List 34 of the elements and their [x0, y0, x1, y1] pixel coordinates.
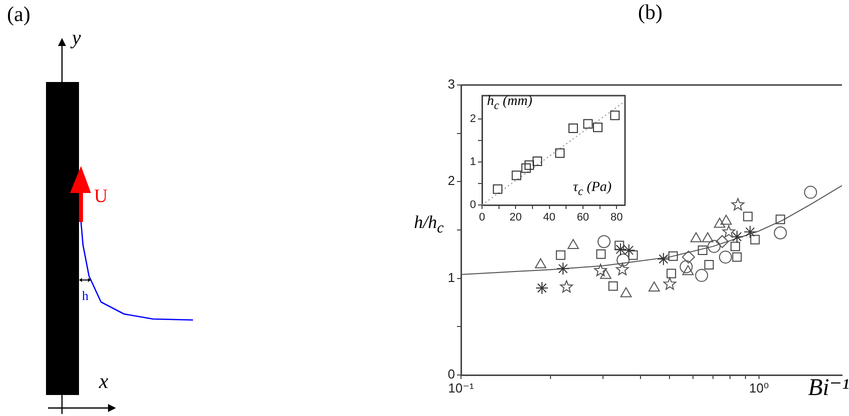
x-tick-label: 10⁻¹ — [448, 380, 474, 396]
y-tick-label: 2 — [470, 113, 476, 126]
y-axis-title: h$_{c}$ (mm) — [487, 94, 532, 112]
point — [568, 123, 578, 133]
y-tick-label: 3 — [448, 76, 455, 92]
y-tick-label: 2 — [448, 173, 455, 188]
chart-title: (b) — [638, 0, 662, 25]
y-tick-label: 0 — [448, 366, 455, 382]
x-tick-label: 20 — [510, 212, 522, 224]
text: U — [94, 186, 108, 208]
point — [512, 170, 522, 180]
x-tick-label: 60 — [576, 212, 590, 224]
point — [532, 156, 542, 166]
x-axis-title: τ$_{c}$ (Pa) — [573, 180, 612, 198]
x-tick-label: 40 — [543, 212, 556, 224]
x-tick-label: 80 — [610, 212, 623, 224]
y-tick-label: 1 — [470, 156, 476, 168]
point — [583, 119, 593, 129]
y-axis-title: h/h$_{c}$ — [414, 212, 444, 238]
text: h — [82, 288, 88, 304]
x-tick-label: 10⁰ — [749, 380, 769, 396]
y-tick-label: 0 — [470, 199, 476, 212]
x-tick-label: 0 — [478, 212, 486, 224]
point — [593, 122, 602, 132]
point — [492, 184, 502, 194]
text: y — [72, 27, 81, 50]
point — [610, 110, 620, 120]
x-axis-title: Bi⁻¹ — [808, 374, 849, 402]
text: (a) — [7, 2, 30, 27]
text: x — [99, 369, 108, 394]
y-tick-label: 1 — [448, 270, 455, 285]
point — [524, 160, 534, 170]
point — [521, 163, 531, 173]
point — [555, 148, 565, 158]
